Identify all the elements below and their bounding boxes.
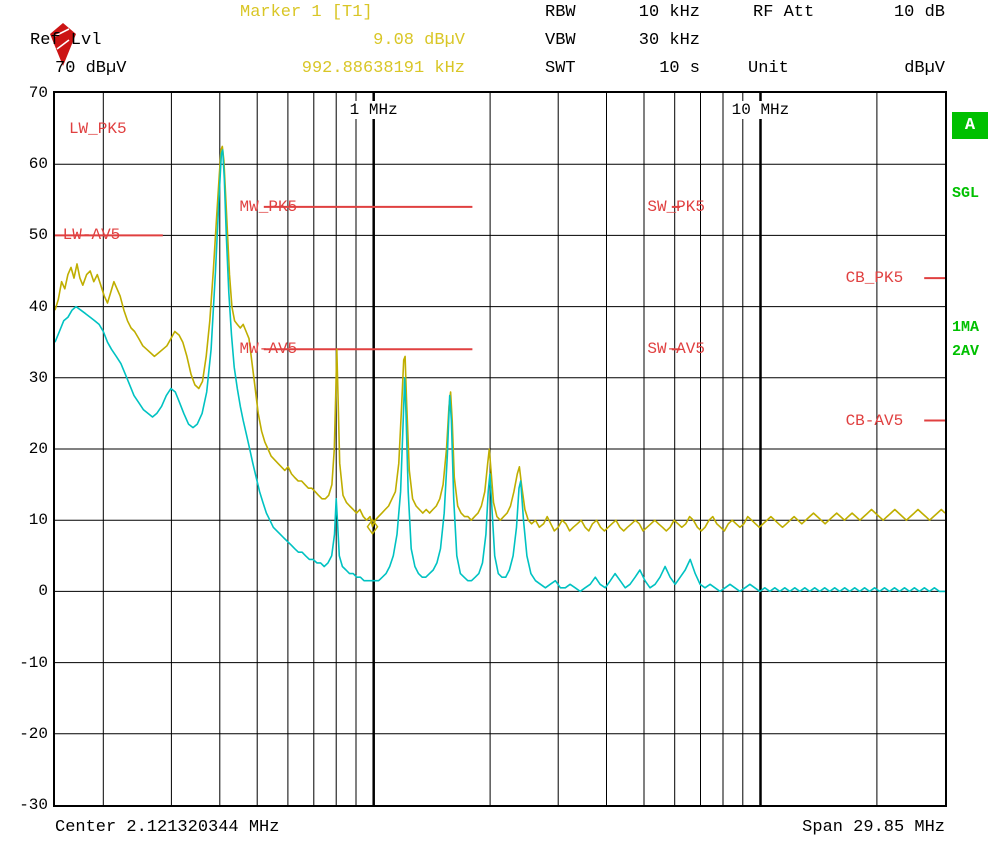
limit-label-SW-AV5: SW-AV5 (647, 340, 705, 359)
rbw-value: 10 kHz (638, 3, 700, 22)
trace2-indicator: 2AV (952, 343, 980, 360)
y-axis-tick-label: 60 (28, 155, 48, 174)
rf-att-label: RF Att (753, 3, 815, 22)
rf-att-value: 10 dB (893, 3, 945, 22)
span-readout: Span 29.85 MHz (802, 818, 945, 837)
y-axis-tick-label: 40 (28, 297, 48, 316)
y-axis-tick-label: -10 (19, 653, 48, 672)
y-axis-tick-label: 30 (28, 368, 48, 387)
trace-2AV (55, 149, 945, 593)
limit-label-MW_PK5: MW_PK5 (239, 197, 298, 216)
trace1-indicator: 1MA (952, 319, 980, 336)
marker-level: 9.08 dBµV (373, 31, 465, 50)
y-axis-tick-label: 50 (28, 226, 48, 245)
limit-label-CB_PK5: CB_PK5 (845, 269, 904, 288)
marker-frequency: 992.88638191 kHz (301, 59, 465, 78)
center-frequency-readout: Center 2.121320344 MHz (55, 818, 280, 837)
limit-label-LW_PK5: LW_PK5 (68, 119, 127, 138)
limit-label-LW-AV5: LW-AV5 (62, 226, 121, 245)
marker-1-symbol (366, 518, 379, 536)
plot-svg (55, 93, 945, 805)
x-axis-decade-label: 1 MHz (345, 101, 402, 119)
ref-lvl-value: 70 dBµV (55, 59, 127, 78)
x-axis-decade-label: 10 MHz (727, 101, 794, 119)
y-axis-tick-label: 70 (28, 84, 48, 102)
y-axis-tick-label: -30 (19, 796, 48, 814)
ref-lvl-label: Ref Lvl (30, 31, 102, 50)
single-sweep-indicator: SGL (952, 185, 980, 202)
y-axis-tick-label: 0 (38, 582, 48, 601)
trace-1MA (55, 145, 945, 532)
unit-value: dBµV (904, 59, 945, 78)
marker-title: Marker 1 [T1] (240, 3, 373, 22)
limit-label-CB-AV5: CB-AV5 (845, 411, 904, 430)
y-axis-tick-label: -20 (19, 724, 48, 743)
vbw-label: VBW (545, 31, 576, 50)
y-axis-tick-label: 20 (28, 440, 48, 458)
y-axis-tick-label: 10 (28, 511, 48, 530)
unit-label: Unit (748, 59, 789, 78)
rohde-schwarz-logo (8, 3, 77, 94)
limit-label-MW-AV5: MW-AV5 (239, 340, 298, 359)
swt-label: SWT (545, 59, 576, 78)
screen-a-badge: A (952, 112, 988, 139)
swt-value: 10 s (659, 59, 700, 78)
rbw-label: RBW (545, 3, 576, 22)
vbw-value: 30 kHz (638, 31, 700, 50)
limit-label-SW_PK5: SW_PK5 (647, 197, 705, 216)
plot-area (53, 91, 947, 807)
